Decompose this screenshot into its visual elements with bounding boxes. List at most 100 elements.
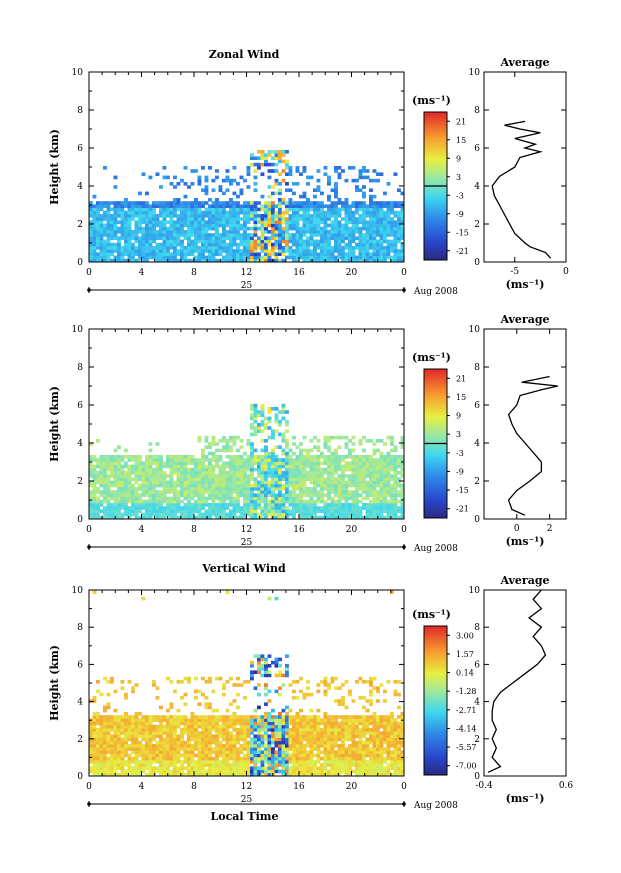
heatmap-cell bbox=[313, 214, 317, 218]
heatmap-cell bbox=[138, 220, 142, 224]
heatmap-cell bbox=[362, 201, 366, 205]
heatmap-cell bbox=[180, 721, 184, 726]
heatmap-cell bbox=[292, 467, 296, 472]
heatmap-cell bbox=[236, 201, 240, 205]
heatmap-cell bbox=[257, 150, 261, 154]
heatmap-cell bbox=[334, 185, 338, 189]
heatmap-cell bbox=[295, 509, 300, 513]
heatmap-cell bbox=[183, 702, 188, 706]
heatmap-cell bbox=[201, 242, 205, 247]
heatmap-cell bbox=[204, 207, 209, 212]
heatmap-cell bbox=[183, 182, 188, 186]
heatmap-cell bbox=[92, 699, 97, 703]
heatmap-cell bbox=[376, 204, 380, 208]
heatmap-cell bbox=[299, 499, 303, 504]
heatmap-cell bbox=[218, 467, 223, 472]
heatmap-cell bbox=[250, 499, 254, 504]
heatmap-cell bbox=[295, 258, 300, 263]
heatmap-cell bbox=[92, 493, 97, 497]
heatmap-cell bbox=[197, 464, 202, 469]
heatmap-cell bbox=[103, 763, 107, 767]
heatmap-cell bbox=[362, 239, 366, 244]
heatmap-cell bbox=[327, 223, 331, 228]
heatmap-cell bbox=[194, 461, 198, 465]
heatmap-cell bbox=[264, 721, 268, 726]
heatmap-cell bbox=[267, 252, 272, 256]
heatmap-cell bbox=[271, 708, 275, 713]
heatmap-cell bbox=[288, 474, 293, 478]
heatmap-cell bbox=[106, 772, 111, 777]
panel-title: Zonal Wind bbox=[209, 48, 280, 61]
heatmap-cell bbox=[222, 204, 226, 208]
heatmap-cell bbox=[92, 214, 97, 218]
heatmap-cell bbox=[239, 233, 244, 237]
heatmap-cell bbox=[180, 178, 184, 183]
heatmap-cell bbox=[197, 724, 202, 729]
heatmap-cell bbox=[148, 207, 153, 212]
heatmap-cell bbox=[232, 766, 237, 770]
heatmap-cell bbox=[278, 432, 282, 437]
heatmap-cell bbox=[260, 226, 265, 231]
heatmap-cell bbox=[379, 252, 384, 256]
heatmap-cell bbox=[337, 236, 342, 240]
heatmap-cell bbox=[89, 464, 93, 469]
heatmap-cell bbox=[106, 702, 111, 706]
heatmap-cell bbox=[180, 201, 184, 205]
heatmap-cell bbox=[110, 747, 114, 751]
heatmap-cell bbox=[159, 461, 163, 465]
heatmap-cell bbox=[281, 458, 286, 462]
heatmap-cell bbox=[292, 515, 296, 520]
heatmap-cell bbox=[337, 490, 342, 494]
heatmap-cell bbox=[281, 178, 286, 183]
heatmap-cell bbox=[351, 471, 356, 475]
heatmap-cell bbox=[243, 233, 247, 237]
heatmap-cell bbox=[134, 474, 139, 478]
heatmap-cell bbox=[225, 471, 230, 475]
heatmap-cell bbox=[257, 246, 261, 250]
heatmap-cell bbox=[218, 766, 223, 770]
heatmap-cell bbox=[358, 252, 363, 256]
heatmap-cell bbox=[218, 471, 223, 475]
heatmap-cell bbox=[309, 175, 314, 180]
heatmap-cell bbox=[344, 217, 349, 221]
heatmap-cell bbox=[239, 252, 244, 256]
heatmap-cell bbox=[278, 258, 282, 263]
heatmap-cell bbox=[222, 756, 226, 761]
heatmap-cell bbox=[260, 223, 265, 228]
heatmap-cell bbox=[271, 201, 275, 205]
heatmap-cell bbox=[187, 731, 191, 735]
heatmap-cell bbox=[134, 744, 139, 748]
heatmap-cell bbox=[99, 499, 104, 504]
heatmap-cell bbox=[264, 162, 268, 167]
heatmap-cell bbox=[229, 258, 233, 263]
heatmap-cell bbox=[250, 740, 254, 745]
heatmap-cell bbox=[141, 246, 146, 250]
heatmap-cell bbox=[386, 515, 391, 520]
heatmap-cell bbox=[400, 210, 405, 215]
heatmap-cell bbox=[166, 740, 170, 745]
heatmap-cell bbox=[113, 506, 118, 510]
heatmap-cell bbox=[148, 252, 153, 256]
heatmap-cell bbox=[229, 477, 233, 481]
heatmap-cell bbox=[323, 439, 328, 443]
heatmap-cell bbox=[253, 744, 258, 748]
heatmap-cell bbox=[309, 220, 314, 224]
heatmap-cell bbox=[183, 772, 188, 777]
heatmap-cell bbox=[117, 220, 121, 224]
heatmap-cell bbox=[89, 230, 93, 234]
heatmap-cell bbox=[218, 509, 223, 513]
heatmap-cell bbox=[176, 258, 181, 263]
heatmap-cell bbox=[372, 220, 377, 224]
heatmap-cell bbox=[120, 515, 125, 520]
heatmap-cell bbox=[222, 258, 226, 263]
heatmap-cell bbox=[267, 654, 272, 658]
heatmap-cell bbox=[201, 255, 205, 260]
average-y-tick-label: 2 bbox=[474, 220, 480, 230]
heatmap-cell bbox=[197, 702, 202, 706]
heatmap-cell bbox=[327, 230, 331, 234]
heatmap-cell bbox=[176, 220, 181, 224]
heatmap-cell bbox=[183, 236, 188, 240]
heatmap-cell bbox=[379, 201, 384, 205]
heatmap-cell bbox=[281, 258, 286, 263]
heatmap-cell bbox=[243, 246, 247, 250]
